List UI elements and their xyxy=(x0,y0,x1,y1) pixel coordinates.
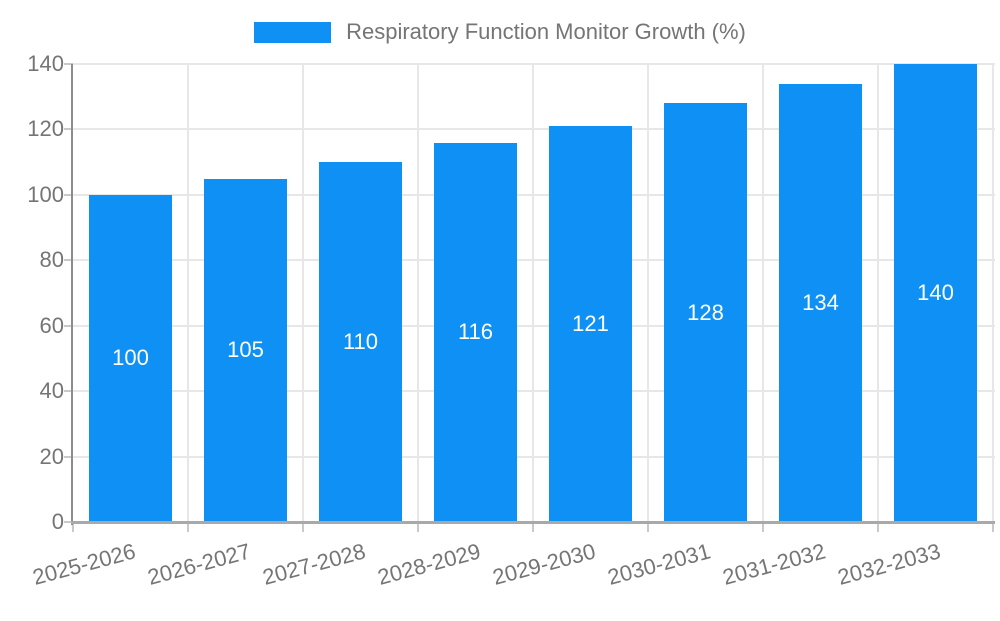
x-gridline xyxy=(302,64,304,522)
x-axis-tick xyxy=(992,522,994,532)
y-gridline xyxy=(73,63,995,65)
x-axis-tick xyxy=(532,522,534,532)
legend[interactable]: Respiratory Function Monitor Growth (%) xyxy=(0,19,1000,45)
x-gridline xyxy=(417,64,419,522)
x-axis-tick xyxy=(187,522,189,532)
y-gridline xyxy=(73,259,995,262)
bar[interactable] xyxy=(434,142,517,522)
y-tick-label: 20 xyxy=(39,443,64,469)
bar-value-label: 105 xyxy=(227,337,264,363)
x-gridline xyxy=(187,64,189,522)
y-axis-tick xyxy=(64,324,73,327)
x-gridline xyxy=(647,64,649,522)
bar[interactable] xyxy=(549,126,632,522)
bar[interactable] xyxy=(894,64,977,522)
bar-value-label: 140 xyxy=(917,280,954,305)
y-gridline xyxy=(73,390,995,393)
y-gridline xyxy=(73,324,995,327)
bar-value-label: 110 xyxy=(342,329,379,355)
y-tick-label: 80 xyxy=(39,247,64,273)
legend-swatch xyxy=(254,21,332,43)
x-axis-tick xyxy=(417,522,419,532)
x-axis-tick xyxy=(762,522,764,532)
y-tick-label: 60 xyxy=(39,312,64,338)
x-gridline xyxy=(762,64,764,522)
bar-value-label: 134 xyxy=(802,289,839,315)
x-axis-tick xyxy=(647,522,649,532)
y-axis-tick xyxy=(64,63,73,65)
bar-value-label: 100 xyxy=(112,345,149,371)
y-gridline xyxy=(73,193,995,196)
bar-value-label: 116 xyxy=(457,319,494,345)
plot-area: 0 20 40 60 80 100 120 140 100 105 110 116 121 128 134 1… xyxy=(27,51,995,590)
bar-value-label: 128 xyxy=(687,299,724,325)
y-axis-tick xyxy=(64,193,73,196)
bar-chart: Respiratory Function Monitor Growth (%) … xyxy=(0,19,1000,590)
bar[interactable] xyxy=(779,83,862,522)
y-gridline xyxy=(73,455,995,458)
x-gridline xyxy=(532,64,534,522)
legend-label: Respiratory Function Monitor Growth (%) xyxy=(346,19,746,44)
y-axis-tick xyxy=(64,521,73,523)
y-tick-label: 0 xyxy=(51,509,64,534)
y-axis-tick xyxy=(64,390,73,393)
y-tick-label: 40 xyxy=(39,378,64,404)
x-gridline xyxy=(992,64,994,522)
y-tick-label: 100 xyxy=(27,181,64,207)
bar[interactable] xyxy=(664,103,747,522)
y-tick-label: 120 xyxy=(27,116,64,142)
bar-value-label: 121 xyxy=(572,311,609,337)
bar[interactable] xyxy=(319,162,402,522)
bar[interactable] xyxy=(204,178,287,522)
x-axis-tick xyxy=(72,522,74,532)
y-axis-tick xyxy=(64,259,73,262)
x-gridline xyxy=(877,64,879,522)
x-axis-line xyxy=(71,521,995,524)
y-axis-tick xyxy=(64,455,73,458)
x-axis-tick xyxy=(302,522,304,532)
bar[interactable] xyxy=(89,194,172,522)
y-tick-label: 140 xyxy=(27,51,64,76)
y-gridline xyxy=(73,128,995,131)
x-axis-tick xyxy=(877,522,879,532)
y-axis-tick xyxy=(64,128,73,131)
y-axis-line xyxy=(71,64,73,525)
